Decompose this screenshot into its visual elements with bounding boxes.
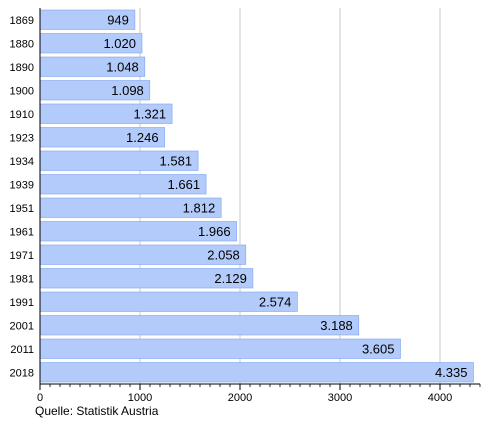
category-label-2001: 2001 — [10, 320, 34, 332]
value-label-1934: 1.581 — [160, 153, 193, 168]
category-label-1951: 1951 — [10, 203, 34, 215]
chart-axes: 1869 1880 1890 1900 1910 1923 1934 1939 1951 1961… — [10, 8, 481, 404]
category-label-1939: 1939 — [10, 179, 34, 191]
category-label-1890: 1890 — [10, 62, 34, 74]
value-label-2011: 3.605 — [362, 341, 395, 356]
category-label-1971: 1971 — [10, 250, 34, 262]
value-label-1900: 1.098 — [111, 83, 144, 98]
value-label-2001: 3.188 — [320, 318, 353, 333]
category-label-1910: 1910 — [10, 109, 34, 121]
source-note: Quelle: Statistik Austria — [35, 404, 159, 418]
value-label-1991: 2.574 — [259, 294, 292, 309]
x-tick-label-4000: 4000 — [428, 392, 452, 404]
category-label-2011: 2011 — [10, 344, 34, 356]
value-label-1961: 1.966 — [198, 224, 231, 239]
category-label-1961: 1961 — [10, 226, 34, 238]
x-tick-label-2000: 2000 — [228, 392, 252, 404]
category-label-1981: 1981 — [10, 273, 34, 285]
category-label-1991: 1991 — [10, 297, 34, 309]
category-label-1934: 1934 — [10, 156, 34, 168]
x-tick-label-0: 0 — [37, 392, 43, 404]
bar-2018 — [39, 362, 474, 383]
value-label-1981: 2.129 — [214, 271, 247, 286]
value-label-1880: 1.020 — [103, 36, 136, 51]
x-tick-label-3000: 3000 — [328, 392, 352, 404]
category-label-1923: 1923 — [10, 132, 34, 144]
category-label-1880: 1880 — [10, 38, 34, 50]
value-label-1971: 2.058 — [207, 247, 240, 262]
category-label-1869: 1869 — [10, 15, 34, 27]
value-label-1951: 1.812 — [183, 200, 216, 215]
category-label-2018: 2018 — [10, 367, 34, 379]
value-label-1910: 1.321 — [134, 106, 167, 121]
value-label-1890: 1.048 — [106, 59, 139, 74]
value-label-2018: 4.335 — [435, 365, 468, 380]
bar-2011 — [39, 338, 401, 359]
category-label-1900: 1900 — [10, 85, 34, 97]
x-tick-label-1000: 1000 — [128, 392, 152, 404]
value-label-1869: 949 — [107, 12, 129, 27]
value-label-1939: 1.661 — [168, 177, 201, 192]
value-label-1923: 1.246 — [126, 130, 159, 145]
bar-2001 — [39, 315, 360, 336]
